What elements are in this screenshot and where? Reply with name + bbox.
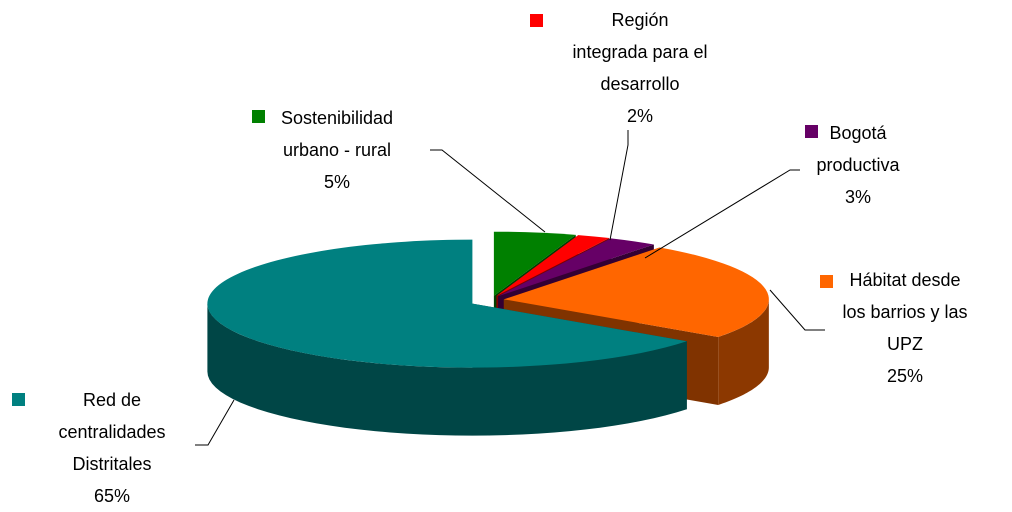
value-label: 65%	[93, 486, 131, 506]
slice	[207, 239, 687, 368]
leader-line	[430, 149, 546, 233]
value-label: 3%	[844, 187, 871, 207]
legend-key	[820, 275, 833, 288]
leader-line	[644, 169, 800, 259]
leader-lines	[195, 130, 825, 446]
leader-line	[609, 130, 629, 241]
slice-wall	[718, 299, 769, 405]
slice-label: Red de centralidades Distritales	[58, 390, 166, 474]
slice-label: Región integrada para el desarrollo	[572, 10, 708, 94]
slice	[496, 235, 610, 296]
slice	[493, 231, 576, 296]
legend-key	[12, 393, 25, 406]
slice-label: Sostenibilidad urbano - rural	[280, 108, 394, 160]
legend-key	[805, 125, 818, 138]
slice	[503, 247, 769, 337]
value-label: 2%	[626, 106, 653, 126]
leader-line	[195, 399, 235, 446]
value-label: 25%	[886, 366, 924, 386]
leader-line	[769, 289, 825, 331]
value-label: 5%	[323, 172, 350, 192]
tops	[207, 231, 769, 368]
legend-key	[252, 110, 265, 123]
slice-wall	[207, 303, 687, 436]
legend-key	[530, 14, 543, 27]
slice	[498, 238, 654, 297]
slice-label: Hábitat desde los barrios y las UPZ	[842, 270, 968, 354]
slice-label: Bogotá productiva	[816, 123, 900, 175]
